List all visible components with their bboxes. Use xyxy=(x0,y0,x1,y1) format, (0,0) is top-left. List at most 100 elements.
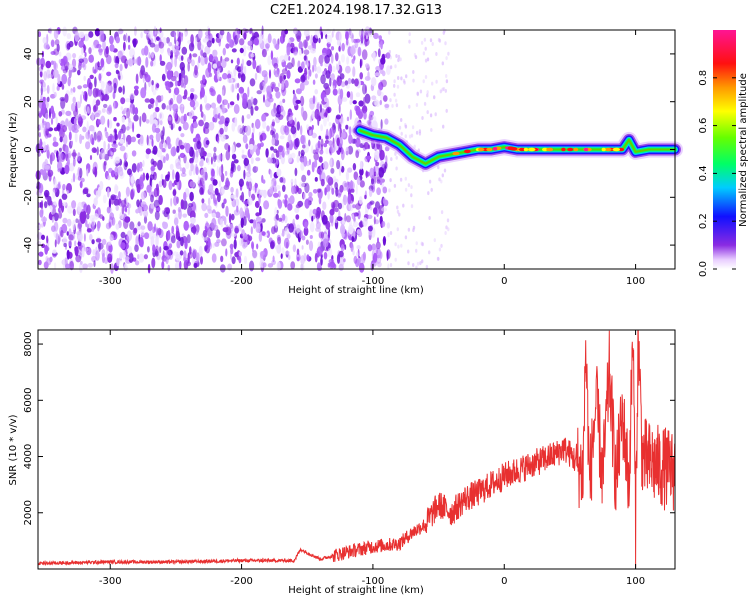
spectrogram-noise-cell xyxy=(231,144,235,155)
spectrogram-noise-cell xyxy=(102,95,109,101)
spectrogram-noise-cell xyxy=(428,179,432,184)
spectrogram-noise-cell xyxy=(305,124,310,131)
spectrogram-noise-cell xyxy=(372,51,376,62)
spectrogram-noise-cell xyxy=(266,125,270,132)
spectrogram-noise-cell xyxy=(283,74,287,80)
spectrogram-noise-cell xyxy=(300,95,305,107)
spectrogram-noise-cell xyxy=(274,218,278,229)
spectrogram-noise-cell xyxy=(445,108,448,113)
spectrogram-noise-cell xyxy=(212,162,216,168)
spectrogram-noise-cell xyxy=(380,40,383,50)
spectrogram-noise-cell xyxy=(77,85,82,90)
spectrogram-noise-cell xyxy=(168,42,173,47)
spectrogram-noise-cell xyxy=(180,172,187,177)
spectrogram-noise-cell xyxy=(227,103,230,109)
spectrogram-noise-cell xyxy=(77,201,83,213)
spectrogram-noise-cell xyxy=(158,180,163,188)
spectrogram-noise-cell xyxy=(107,175,111,181)
spectrogram-noise-cell xyxy=(65,65,68,73)
spectrogram-noise-cell xyxy=(326,114,330,122)
spectrogram-noise-cell xyxy=(410,185,413,190)
spectrogram-noise-cell xyxy=(429,38,433,43)
spectrogram-noise-cell xyxy=(375,170,380,178)
spectrogram-noise-cell xyxy=(243,157,250,167)
spectrogram-noise-cell xyxy=(87,262,94,268)
spectrogram-noise-cell xyxy=(327,107,330,114)
spectrogram-noise-cell xyxy=(320,178,325,187)
spectrogram-noise-cell xyxy=(80,177,85,183)
spectrogram-noise-cell xyxy=(123,41,126,51)
spectrogram-noise-cell xyxy=(123,34,127,42)
spectrogram-noise-cell xyxy=(261,113,267,122)
spectrogram-noise-cell xyxy=(284,198,288,208)
spectrogram-noise-cell xyxy=(90,133,94,145)
spectrogram-y-tick-label: -40 xyxy=(23,237,34,253)
spectrogram-noise-cell xyxy=(276,261,281,272)
spectrogram-noise-cell xyxy=(184,239,188,250)
spectrogram-noise-cell xyxy=(344,244,347,250)
spectrogram-noise-cell xyxy=(85,219,88,228)
spectrogram-noise-cell xyxy=(81,63,85,68)
spectrogram-noise-cell xyxy=(164,207,170,213)
spectrogram-noise-cell xyxy=(221,238,227,247)
spectrogram-noise-cell xyxy=(155,245,159,254)
spectrogram-noise-cell xyxy=(210,89,216,97)
snr-y-axis-label: SNR (10 * v/v) xyxy=(8,414,19,485)
spectrogram-noise-cell xyxy=(127,206,130,216)
spectrogram-noise-cell xyxy=(114,130,117,140)
spectrogram-noise-cell xyxy=(320,62,323,67)
spectrogram-noise-cell xyxy=(261,48,267,58)
spectrogram-noise-cell xyxy=(48,214,53,220)
spectrogram-noise-cell xyxy=(245,171,252,178)
spectrogram-noise-cell xyxy=(108,119,113,129)
spectrogram-noise-cell xyxy=(131,136,136,143)
spectrogram-noise-cell xyxy=(314,29,320,39)
spectrogram-noise-cell xyxy=(51,225,56,232)
spectrogram-noise-cell xyxy=(96,220,100,232)
spectrogram-noise-cell xyxy=(294,78,301,84)
spectrogram-noise-cell xyxy=(312,208,317,215)
spectrogram-noise-cell xyxy=(314,89,319,95)
spectrogram-noise-cell xyxy=(314,159,318,168)
spectrogram-noise-cell xyxy=(220,134,226,142)
spectrogram-noise-cell xyxy=(201,198,205,204)
spectrogram-noise-cell xyxy=(440,243,443,248)
spectrogram-noise-cell xyxy=(331,65,336,72)
spectrogram-noise-cell xyxy=(203,94,208,104)
spectrogram-noise-cell xyxy=(143,215,148,224)
spectrogram-noise-cell xyxy=(396,209,400,214)
spectrogram-noise-cell xyxy=(106,107,112,115)
spectrogram-noise-cell xyxy=(88,54,94,63)
spectrogram-noise-cell xyxy=(287,134,292,145)
spectrogram-noise-cell xyxy=(173,31,176,41)
spectrogram-noise-cell xyxy=(53,28,59,40)
spectrogram-noise-cell xyxy=(286,141,290,149)
spectrogram-y-tick-label: -20 xyxy=(23,189,34,205)
spectrogram-noise-cell xyxy=(337,189,342,196)
spectrogram-noise-cell xyxy=(404,134,407,139)
spectrogram-noise-cell xyxy=(199,187,204,195)
spectrogram-noise-cell xyxy=(174,261,181,270)
spectrogram-noise-cell xyxy=(89,233,93,241)
spectrogram-hot-spot xyxy=(478,147,483,152)
spectrogram-y-tick-label: 0 xyxy=(23,146,34,152)
spectrogram-noise-cell xyxy=(318,37,321,44)
spectrogram-noise-cell xyxy=(235,142,242,148)
spectrogram-noise-cell xyxy=(294,178,297,187)
spectrogram-noise-cell xyxy=(196,252,200,263)
spectrogram-noise-cell xyxy=(139,115,142,127)
spectrogram-noise-cell xyxy=(247,86,250,98)
spectrogram-noise-cell xyxy=(238,256,242,264)
spectrogram-noise-cell xyxy=(173,70,179,78)
spectrogram-noise-cell xyxy=(218,180,222,188)
spectrogram-noise-cell xyxy=(340,244,345,252)
spectrogram-noise-cell xyxy=(84,52,87,57)
spectrogram-signal-track xyxy=(351,122,683,172)
spectrogram-noise-cell xyxy=(276,168,282,177)
spectrogram-noise-cell xyxy=(45,60,52,69)
spectrogram-noise-cell xyxy=(195,133,200,139)
spectrogram-noise-cell xyxy=(200,55,206,66)
spectrogram-noise-cell xyxy=(92,105,97,113)
spectrogram-noise-cell xyxy=(212,179,218,186)
spectrogram-noise-cell xyxy=(433,238,436,243)
